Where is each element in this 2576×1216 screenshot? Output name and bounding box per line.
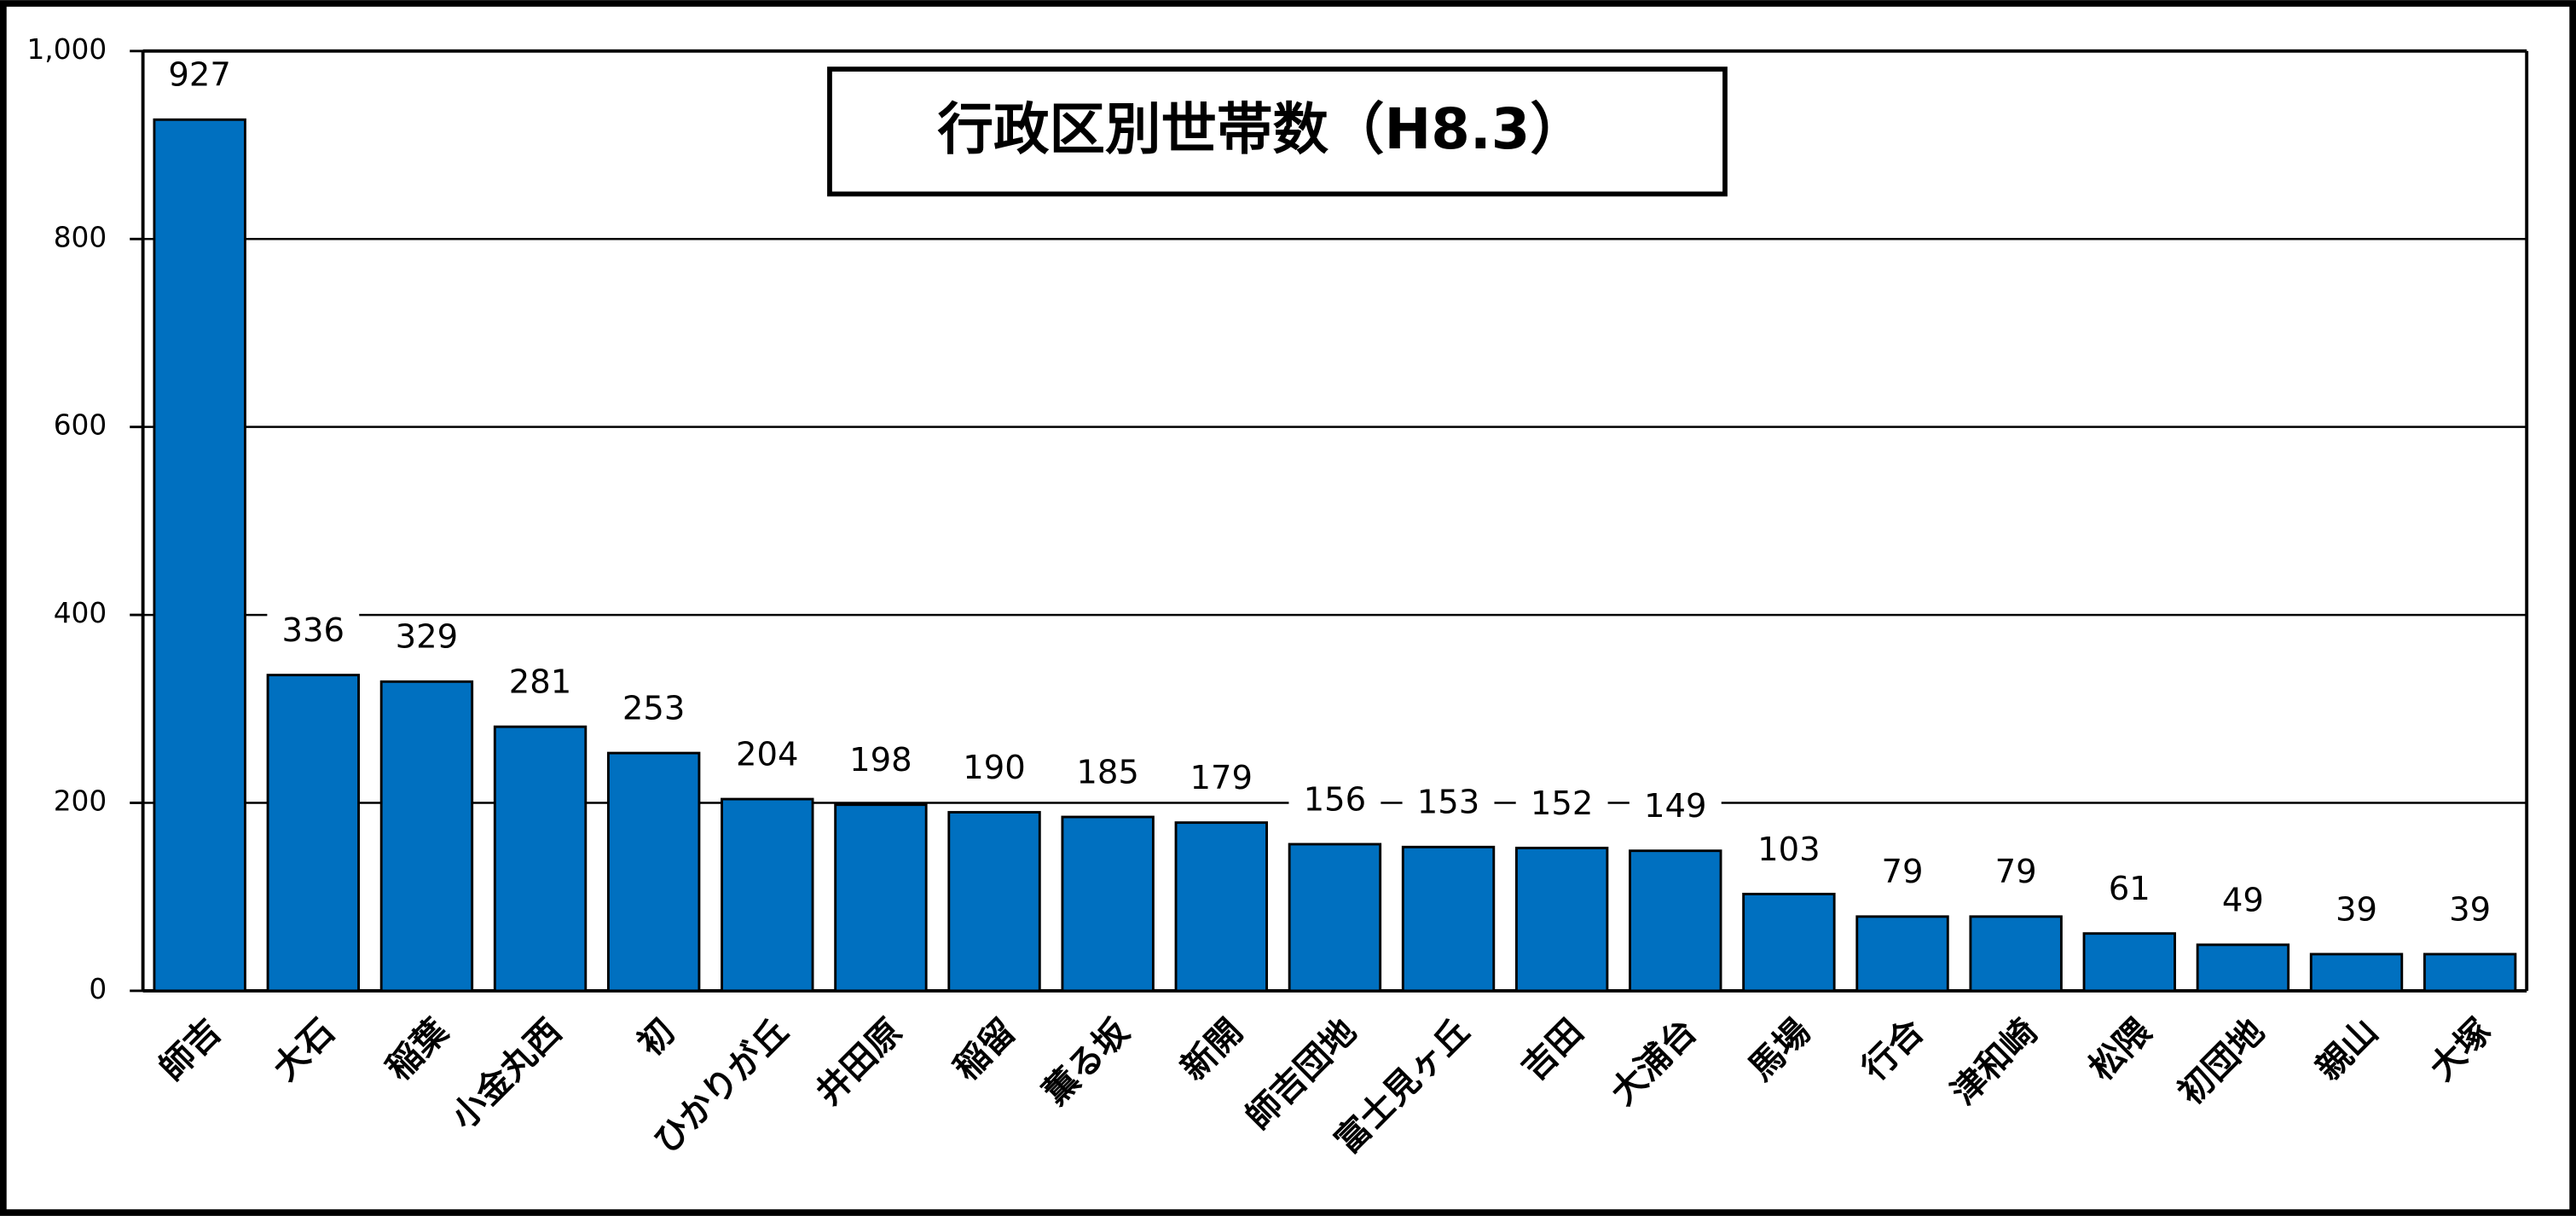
- bar: [1061, 815, 1155, 993]
- value-label: 153: [1417, 784, 1480, 822]
- value-label: 253: [622, 689, 686, 727]
- bar: [1629, 849, 1722, 993]
- value-label: 204: [736, 736, 799, 774]
- value-label-bg: [2423, 889, 2516, 933]
- chart-title: 行政区別世帯数（H8.3）: [937, 97, 1585, 162]
- bar: [266, 674, 360, 993]
- title-box: [827, 67, 1728, 197]
- y-tick-label: 600: [54, 409, 107, 442]
- bar: [2082, 932, 2176, 993]
- value-label: 329: [396, 618, 459, 657]
- bar: [1514, 846, 1609, 993]
- y-tick-label: 1,000: [26, 33, 107, 66]
- value-label-bg: [948, 748, 1040, 791]
- bar: [721, 797, 814, 993]
- bar: [1401, 845, 1496, 993]
- value-label: 61: [2109, 870, 2151, 908]
- value-label: 185: [1076, 753, 1139, 791]
- bar: [2309, 953, 2404, 993]
- value-label-bg: [721, 734, 813, 779]
- bar: [379, 680, 474, 993]
- bar: [493, 725, 588, 993]
- y-tick-label: 0: [89, 973, 107, 1005]
- bar: [153, 118, 246, 993]
- value-label-bg: [267, 611, 360, 654]
- bar: [1174, 821, 1268, 993]
- bar: [1742, 892, 1836, 993]
- value-label: 281: [509, 663, 572, 702]
- value-label: 79: [1995, 853, 2037, 891]
- value-label: 336: [282, 611, 345, 650]
- value-label-bg: [1515, 784, 1608, 827]
- value-label-bg: [380, 617, 473, 661]
- value-label-bg: [1970, 852, 2063, 895]
- bar: [1969, 915, 2063, 993]
- value-label: 49: [2222, 881, 2264, 919]
- bars: [153, 118, 2517, 993]
- value-label-bg: [607, 688, 700, 732]
- value-label-bg: [1629, 786, 1722, 830]
- value-label: 103: [1757, 831, 1821, 869]
- value-label: 198: [849, 741, 912, 779]
- value-label: 152: [1531, 785, 1594, 823]
- value-label-bg: [1742, 830, 1835, 873]
- value-label: 149: [1644, 787, 1707, 825]
- bar: [947, 811, 1041, 993]
- value-label: 179: [1190, 759, 1253, 797]
- bar: [606, 751, 701, 993]
- value-label-bg: [1175, 758, 1268, 802]
- bar: [1855, 915, 1949, 993]
- value-label-bg: [2083, 869, 2176, 912]
- value-label-bg: [1856, 852, 1948, 895]
- bar: [1288, 843, 1382, 993]
- value-label-bg: [494, 663, 587, 706]
- bar: [2196, 943, 2290, 993]
- y-tick-label: 200: [54, 785, 107, 818]
- value-label-bg: [2197, 880, 2289, 924]
- value-label: 190: [963, 749, 1026, 787]
- value-label-bg: [1288, 779, 1381, 823]
- value-label-bg: [2310, 889, 2403, 933]
- value-label-bg: [153, 55, 246, 99]
- value-label: 79: [1882, 853, 1924, 891]
- value-label: 927: [168, 56, 231, 95]
- value-label: 39: [2449, 890, 2491, 929]
- y-tick-label: 800: [54, 221, 107, 253]
- value-label: 156: [1304, 780, 1367, 819]
- value-label-bg: [834, 740, 927, 784]
- value-label-bg: [1402, 783, 1495, 826]
- value-label: 39: [2336, 890, 2377, 929]
- bar: [2423, 953, 2517, 993]
- bar: [834, 803, 928, 993]
- y-tick-label: 400: [54, 597, 107, 629]
- value-label-bg: [1062, 752, 1155, 796]
